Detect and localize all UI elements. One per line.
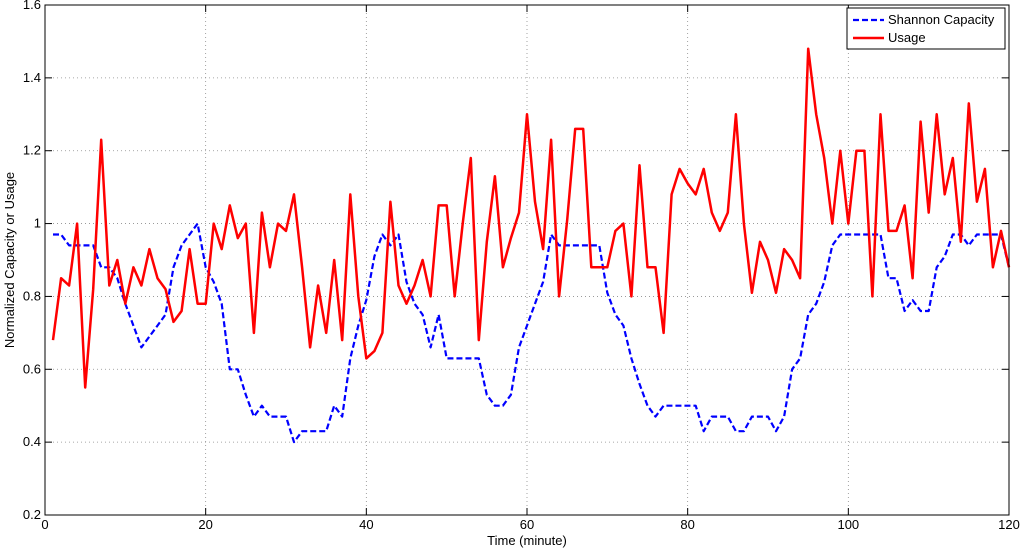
y-tick-label: 0.6	[23, 361, 41, 376]
x-tick-label: 100	[837, 517, 859, 532]
x-tick-label: 40	[359, 517, 373, 532]
series-line-usage	[51, 47, 1011, 389]
series-line-shannon-capacity	[53, 222, 1011, 444]
y-tick-label: 1.4	[23, 70, 41, 85]
y-tick-label: 1	[34, 216, 41, 231]
series-layer	[51, 47, 1011, 444]
y-tick-label: 0.2	[23, 507, 41, 522]
x-tick-label: 20	[198, 517, 212, 532]
x-tick-label: 0	[41, 517, 48, 532]
y-tick-label: 1.2	[23, 143, 41, 158]
y-tick-label: 0.8	[23, 288, 41, 303]
legend: Shannon Capacity Usage	[846, 7, 1006, 50]
y-tick-label: 1.6	[23, 0, 41, 12]
y-axis-label: Normalized Capacity or Usage	[2, 172, 17, 348]
x-tick-label: 80	[680, 517, 694, 532]
legend-label-usage: Usage	[888, 30, 926, 45]
x-axis-label: Time (minute)	[487, 533, 567, 548]
legend-label-shannon-capacity: Shannon Capacity	[888, 12, 995, 27]
axis-ticks: 0 20 40 60 80 100 120 0.2 0.4 0.6 0.8 1 1.2 1.4 1.6	[23, 0, 1020, 532]
y-tick-label: 0.4	[23, 434, 41, 449]
x-tick-label: 60	[520, 517, 534, 532]
grid-lines	[45, 5, 1009, 515]
legend-box	[846, 7, 1006, 50]
x-tick-label: 120	[998, 517, 1020, 532]
